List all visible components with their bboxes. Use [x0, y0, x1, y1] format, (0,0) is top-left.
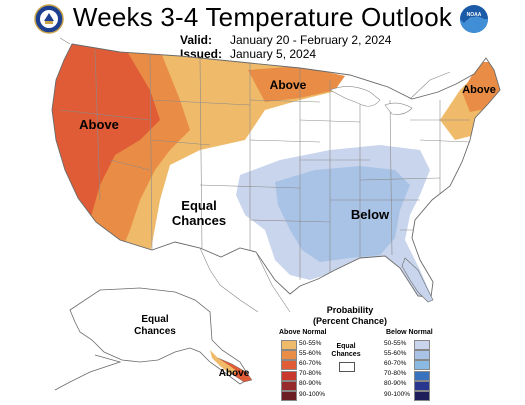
aleutian-islands: [54, 354, 122, 391]
legend-title-line2: (Percent Chance): [312, 316, 388, 326]
legend-below-swatch-3: [414, 370, 430, 381]
legend-equal-swatch: [339, 362, 355, 372]
map-label-alaska-line1: Equal: [141, 314, 169, 325]
legend-below-swatch-2: [414, 360, 430, 371]
legend-equal-line1: Equal: [336, 343, 356, 350]
valid-row: Valid: January 20 - February 2, 2024: [180, 33, 391, 47]
map-label-southeast: Below: [350, 207, 390, 222]
legend-below-range-label-0: 50-55%: [384, 339, 407, 347]
legend-title-line1: Probability: [326, 305, 374, 315]
legend-below-swatch-1: [414, 350, 430, 361]
legend-above-swatch-3: [281, 370, 297, 381]
great-lakes: [329, 86, 381, 107]
map-label-northeast: Above: [462, 84, 496, 96]
legend-below-range-label-1: 55-60%: [384, 349, 407, 357]
legend-below-range-label-5: 90-100%: [384, 390, 411, 398]
commerce-seal-icon: [34, 4, 64, 34]
map-label-center-line1: Equal: [181, 198, 217, 213]
great-lakes-east: [384, 102, 413, 115]
map-label-alaska-south: Above: [218, 368, 250, 379]
legend-title: Probability (Percent Chance): [305, 305, 395, 327]
legend-above-range-label-5: 90-100%: [299, 390, 326, 398]
noaa-logo-icon: NOAA: [458, 4, 488, 34]
issued-value: January 5, 2024: [230, 47, 317, 61]
alaska-panhandle-above-outer: [210, 350, 238, 374]
legend-above-range-label-3: 70-80%: [299, 370, 322, 378]
map-label-center: Equal Chances: [165, 198, 233, 228]
legend-below-header: Below Normal: [386, 329, 433, 336]
legend-above-swatch-0: [281, 340, 297, 350]
legend-below-range-label-3: 70-80%: [384, 370, 407, 378]
map-label-alaska: Equal Chances: [130, 314, 180, 338]
noaa-logo-text: NOAA: [467, 12, 482, 18]
legend-equal-line2: Chances: [331, 351, 361, 358]
page-title: Weeks 3-4 Temperature Outlook: [72, 2, 453, 32]
legend-below-swatch-0: [414, 340, 430, 350]
map-label-north: Above: [269, 78, 307, 92]
issued-row: Issued: January 5, 2024: [180, 47, 316, 61]
legend-below-swatch-4: [414, 380, 430, 391]
valid-label: Valid:: [180, 33, 213, 47]
legend-above-range-label-1: 55-60%: [299, 349, 322, 357]
florida: [401, 257, 434, 303]
below-55-60-region: [275, 166, 410, 262]
legend-equal-label: Equal Chances: [330, 343, 362, 359]
legend-below-range-label-2: 60-70%: [384, 359, 407, 367]
above-55-60-north-region: [248, 66, 345, 102]
legend-above-range-label-2: 60-70%: [299, 359, 322, 367]
map-label-center-line2: Chances: [171, 213, 227, 228]
legend-below-range-label-4: 80-90%: [384, 380, 407, 388]
neighbor-borders: [59, 37, 451, 313]
valid-value: January 20 - February 2, 2024: [230, 33, 392, 47]
legend-above-range-label-4: 80-90%: [299, 380, 322, 388]
map-label-west: Above: [79, 117, 119, 132]
legend-above-swatch-4: [281, 380, 297, 391]
state-borders: [59, 49, 471, 280]
legend-above-range-label-0: 50-55%: [299, 339, 322, 347]
legend-above-swatch-1: [281, 350, 297, 361]
map-label-alaska-line2: Chances: [134, 326, 176, 337]
legend-above-swatch-5: [281, 391, 297, 401]
legend-above-header: Above Normal: [279, 329, 327, 336]
legend-below-swatch-5: [414, 391, 430, 401]
legend-above-swatch-2: [281, 360, 297, 371]
alaska: [54, 287, 253, 391]
